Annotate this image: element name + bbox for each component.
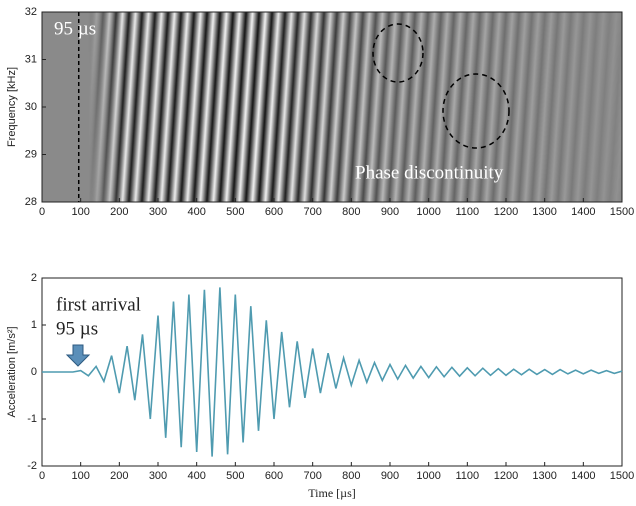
x-tick-label: 500 — [226, 206, 244, 218]
x-axis-label: Time [µs] — [308, 486, 355, 500]
x-tick-label: 400 — [187, 470, 205, 482]
x-tick-label: 200 — [110, 470, 128, 482]
x-tick-label: 300 — [149, 470, 167, 482]
x-tick-label: 100 — [71, 206, 89, 218]
x-tick-label: 800 — [342, 470, 360, 482]
x-tick-label: 300 — [149, 206, 167, 218]
x-tick-label: 900 — [381, 470, 399, 482]
x-tick-label: 700 — [303, 470, 321, 482]
y-tick-label: 2 — [31, 272, 37, 284]
x-tick-label: 0 — [39, 470, 45, 482]
x-tick-label: 0 — [39, 206, 45, 218]
circle — [442, 73, 510, 149]
x-tick-label: 1300 — [532, 470, 556, 482]
marker-label: 95 µs — [54, 18, 96, 39]
x-tick-label: 1500 — [610, 470, 634, 482]
x-tick-label: 900 — [381, 206, 399, 218]
x-tick-label: 400 — [187, 206, 205, 218]
y-tick-label: 30 — [25, 101, 37, 113]
y-axis-label: Frequency [kHz] — [6, 67, 18, 147]
y-axis-label: Acceleration [m/s²] — [6, 326, 18, 417]
waveform — [42, 287, 623, 457]
annotation: first arrival — [56, 294, 141, 315]
x-tick-label: 1200 — [494, 470, 518, 482]
x-tick-label: 1100 — [456, 206, 480, 218]
y-tick-label: 28 — [25, 196, 37, 208]
y-tick-label: 32 — [25, 6, 37, 18]
x-tick-label: 600 — [265, 470, 283, 482]
y-tick-label: 1 — [31, 319, 37, 331]
x-tick-label: 1400 — [571, 206, 595, 218]
x-tick-label: 1500 — [610, 206, 634, 218]
y-tick-label: 0 — [31, 366, 37, 378]
x-tick-label: 100 — [71, 470, 89, 482]
x-tick-label: 1000 — [416, 470, 440, 482]
x-tick-label: 1300 — [532, 206, 556, 218]
y-tick-label: -1 — [27, 413, 37, 425]
x-tick-label: 1400 — [571, 470, 595, 482]
x-tick-label: 600 — [265, 206, 283, 218]
x-tick-label: 1200 — [494, 206, 518, 218]
x-tick-label: 1000 — [416, 206, 440, 218]
x-tick-label: 200 — [110, 206, 128, 218]
y-tick-label: 29 — [25, 148, 37, 160]
y-tick-label: -2 — [27, 460, 37, 472]
annotation: 95 µs — [56, 318, 98, 339]
arrow — [65, 344, 91, 367]
x-tick-label: 1100 — [456, 470, 480, 482]
circle — [372, 23, 424, 83]
x-tick-label: 500 — [226, 470, 244, 482]
x-tick-label: 700 — [303, 206, 321, 218]
y-tick-label: 31 — [25, 53, 37, 65]
annotation: Phase discontinuity — [355, 162, 504, 183]
x-tick-label: 800 — [342, 206, 360, 218]
spectrogram-stripes — [42, 12, 622, 202]
